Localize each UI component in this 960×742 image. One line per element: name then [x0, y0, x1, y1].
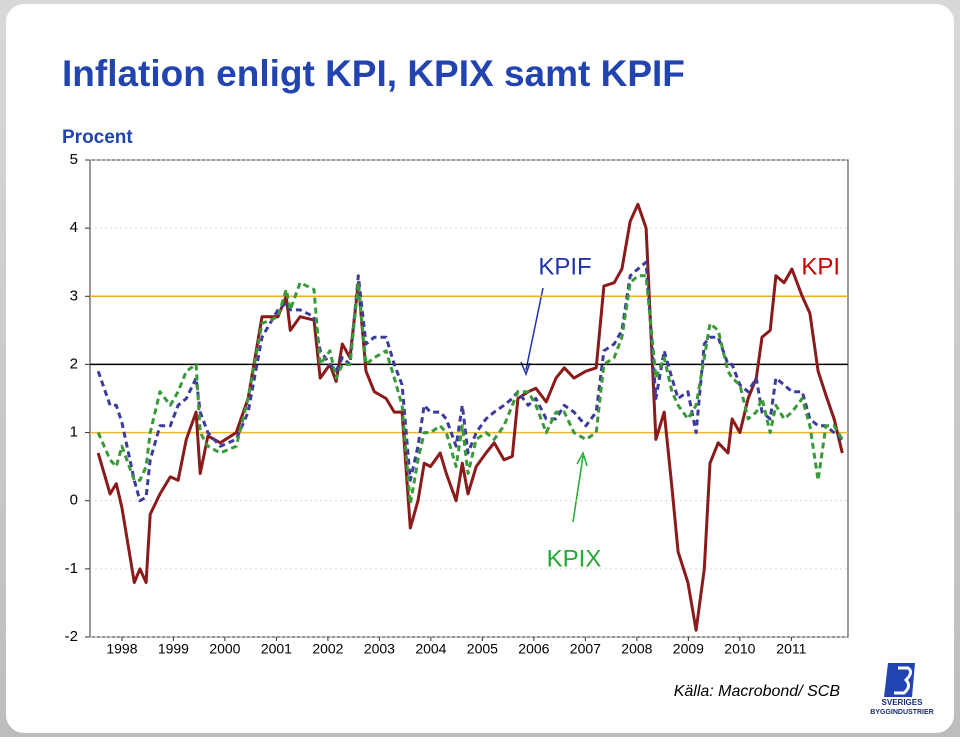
logo-text: SVERIGES: [882, 698, 924, 707]
series-label: KPI: [801, 253, 840, 280]
source: Källa: Macrobond/ SCB: [674, 683, 841, 700]
y-tick-label: -2: [65, 628, 78, 645]
x-tick-label: 2007: [570, 641, 601, 657]
annotation-arrowhead: [576, 451, 588, 467]
logo-letter: [894, 666, 913, 695]
series-label: KPIF: [538, 253, 591, 280]
x-tick-label: 2003: [364, 641, 395, 657]
x-tick-label: 1999: [158, 641, 189, 657]
y-axis-label: Procent: [62, 127, 133, 148]
x-tick-label: 2000: [209, 641, 240, 657]
line-series: [96, 260, 844, 503]
x-tick-label: 2009: [673, 641, 704, 657]
annotation-arrowhead: [520, 361, 531, 377]
x-tick-label: 2008: [621, 641, 652, 657]
x-tick-label: 2011: [776, 641, 806, 657]
annotation-arrow: [572, 455, 584, 523]
x-tick-label: 2006: [518, 641, 549, 657]
x-tick-label: 2004: [415, 641, 446, 657]
chart-title: Inflation enligt KPI, KPIX samt KPIF: [62, 53, 685, 94]
y-tick-label: 5: [70, 151, 78, 168]
line-series: [96, 274, 844, 506]
logo: SVERIGES BYGGINDUSTRIER: [870, 663, 934, 716]
y-tick-label: 3: [70, 287, 78, 304]
plot-area: [89, 159, 849, 638]
x-tick-label: 2010: [724, 641, 755, 657]
y-tick-label: 2: [70, 355, 78, 372]
y-tick-label: -1: [65, 560, 78, 577]
x-tick-label: 1998: [106, 641, 137, 657]
x-tick-label: 2001: [261, 641, 292, 657]
x-tick-label: 2005: [467, 641, 498, 657]
y-tick-label: 1: [70, 424, 78, 441]
y-tick-label: 4: [70, 219, 78, 236]
y-tick-label: 0: [70, 492, 78, 509]
x-tick-label: 2002: [312, 641, 343, 657]
annotation-arrow: [525, 287, 544, 371]
series-label: KPIX: [547, 545, 602, 572]
logo-text: BYGGINDUSTRIER: [870, 709, 933, 716]
